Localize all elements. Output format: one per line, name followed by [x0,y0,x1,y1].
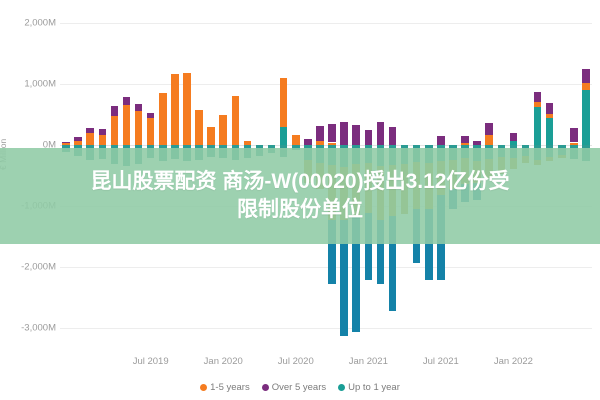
bar-segment [340,121,348,145]
gridline [60,144,592,146]
bar-segment [243,141,252,145]
bar-segment [279,77,288,127]
bar-segment [74,137,82,141]
x-axis-tick-label: Jul 2020 [277,356,314,367]
x-axis-tick-label: Jul 2021 [422,356,459,367]
bar-segment [437,135,445,145]
bar-segment [86,133,94,145]
x-axis-tick-label: Jan 2022 [493,356,533,367]
bar-segment [86,127,94,134]
bar-segment [509,132,518,142]
bar-segment [328,142,336,145]
x-axis-tick-label: Jan 2021 [348,356,388,367]
bar-segment [98,134,107,145]
bar-segment [62,141,70,144]
bar-segment [364,129,373,145]
bar-segment [582,69,590,83]
bar-segment [545,114,554,118]
bar-segment [122,104,131,145]
bar-segment [231,96,240,145]
bar-segment [62,143,70,145]
bar-segment [316,126,324,142]
bar-segment [461,136,469,144]
bar-segment [171,74,179,145]
bar-segment [183,73,191,145]
overlay-banner: 昆山股票配资 商汤-W(00020)授出3.12亿份受 限制股份单位 [0,148,600,244]
gridline [60,327,592,329]
bar-segment [110,105,119,116]
bar-segment [533,91,542,102]
bar-segment [110,115,119,145]
x-axis-tick-labels: Jul 2019 Jan 2020 Jul 2020 Jan 2021 Jul 2021… [60,356,592,372]
bar-segment [570,128,578,143]
bar-segment [570,142,578,145]
bar-segment [134,110,143,145]
bar-segment [545,117,554,145]
bar-segment [352,125,360,145]
bar-segment [582,82,590,91]
y-axis-tick-label: 0M [42,139,56,151]
bar-segment [461,143,469,145]
y-axis-tick-label: 1,000M [24,78,56,90]
bar-segment [485,123,493,135]
bar-segment [292,144,300,150]
bar-segment [195,109,203,145]
legend-item[interactable]: Up to 1 year [338,382,400,393]
overlay-headline-line-1: 昆山股票配资 商汤-W(00020)授出3.12亿份受 [90,169,510,193]
x-axis-tick-label: Jul 2019 [132,356,169,367]
overlay-headline-line-2: 限制股份单位 [237,198,363,221]
y-axis-tick-label: -3,000M [21,322,56,334]
bar-segment [292,134,300,145]
bar-segment [376,220,385,285]
bar-segment [509,141,518,145]
legend-swatch-icon [261,383,269,391]
bar-segment [364,213,373,281]
bar-segment [328,219,336,284]
bar-segment [425,209,433,280]
bar-segment [485,134,493,145]
bar-segment [388,127,397,145]
bar-segment [545,102,554,115]
bar-segment [279,126,288,145]
bar-segment [352,216,360,332]
legend-label: 1-5 years [210,381,250,393]
gridline [60,23,592,25]
y-axis-tick-label: 2,000M [24,17,56,29]
y-axis-tick-label: -2,000M [21,261,56,273]
legend-swatch-icon [338,383,346,391]
bar-segment [340,219,348,336]
chart-legend: 1-5 years Over 5 years Up to 1 year [0,378,600,396]
bar-segment [328,123,336,143]
bar-segment [376,122,385,145]
bar-segment [533,107,542,145]
gridline [60,84,592,86]
x-axis-tick-label: Jan 2020 [203,356,243,367]
legend-swatch-icon [200,383,208,391]
bar-segment [219,115,227,145]
gridline [60,266,592,268]
bar-segment [207,126,215,145]
bar-segment [533,101,542,108]
bar-segment [316,141,324,145]
bar-segment [304,139,312,145]
bar-segment [146,112,155,119]
legend-item[interactable]: 1-5 years [200,382,250,393]
bar-segment [122,96,131,105]
bar-segment [473,141,481,145]
bar-segment [582,90,590,145]
bar-segment [159,92,167,145]
legend-label: Up to 1 year [348,381,400,393]
bar-segment [134,103,143,111]
bar-segment [388,216,397,311]
legend-label: Over 5 years [271,381,327,393]
legend-item[interactable]: Over 5 years [261,381,327,393]
bar-group[interactable] [292,14,300,352]
bar-segment [98,129,107,135]
bar-segment [146,118,155,145]
bar-segment [74,140,82,145]
